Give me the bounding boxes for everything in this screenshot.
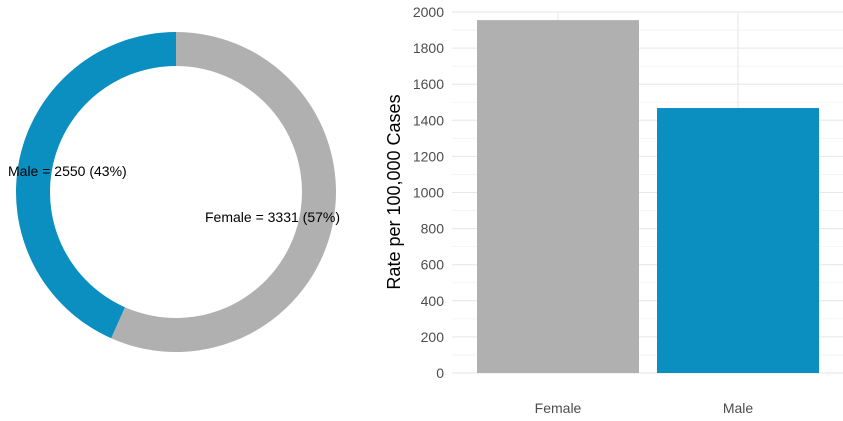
bar-x-tick-labels: Female Male [535,400,754,416]
donut-chart: Female = 3331 (57%) Male = 2550 (43%) [8,32,340,352]
y-tick-label: 1400 [413,112,444,128]
y-tick-label: 1600 [413,76,444,92]
y-tick-label: 800 [421,221,445,237]
y-tick-label: 1800 [413,40,444,56]
donut-slice-female [111,32,336,352]
bar-y-tick-labels: 0 200 400 600 800 1000 1200 1400 1600 1800 2000 [413,4,444,381]
bar-bars [477,20,819,374]
donut-labels: Female = 3331 (57%) Male = 2550 (43%) [8,163,340,225]
bar-male [657,108,819,373]
slice-label-male: Male = 2550 (43%) [8,163,127,179]
y-tick-label: 2000 [413,4,444,20]
bar-chart: 0 200 400 600 800 1000 1200 1400 1600 1800 2000 Fe… [384,4,843,416]
y-tick-label: 200 [421,329,445,345]
y-axis-title: Rate per 100,000 Cases [384,94,404,289]
y-tick-label: 1000 [413,185,444,201]
y-tick-label: 0 [436,365,444,381]
y-tick-label: 1200 [413,148,444,164]
donut-slice-male [15,32,177,339]
y-tick-label: 400 [421,293,445,309]
bar-female [477,20,639,374]
x-tick-label-female: Female [535,400,582,416]
y-tick-label: 600 [421,257,445,273]
slice-label-female: Female = 3331 (57%) [205,209,340,225]
donut-slices [15,32,336,352]
x-tick-label-male: Male [723,400,754,416]
